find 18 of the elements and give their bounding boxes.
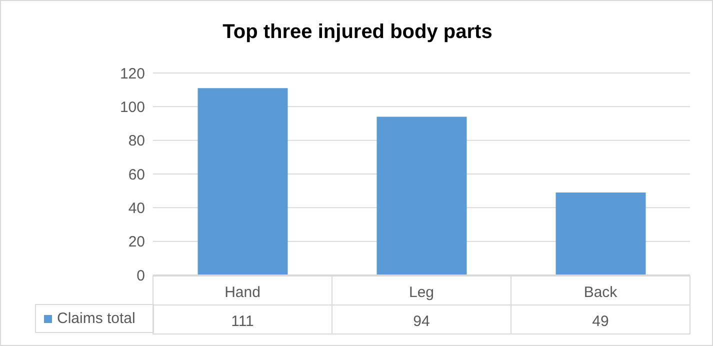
y-tick-label: 0 [136, 267, 145, 284]
bar [556, 192, 646, 275]
y-tick-label: 120 [120, 65, 145, 82]
bar [198, 88, 288, 275]
y-tick-label: 80 [128, 132, 145, 150]
y-tick-label: 60 [128, 166, 145, 184]
legend-label: Claims total [57, 310, 136, 327]
data-label: 49 [592, 313, 609, 330]
x-tick-label: Back [584, 284, 618, 301]
x-tick-label: Leg [408, 284, 434, 301]
x-tick-label: Hand [224, 284, 260, 301]
y-tick-label: 20 [128, 234, 145, 251]
chart-title: Top three injured body parts [222, 21, 494, 44]
y-tick-label: 40 [128, 200, 145, 217]
data-label: 111 [231, 313, 254, 330]
y-tick-label: 100 [120, 98, 145, 116]
bar [376, 116, 467, 275]
data-label: 94 [413, 313, 430, 330]
